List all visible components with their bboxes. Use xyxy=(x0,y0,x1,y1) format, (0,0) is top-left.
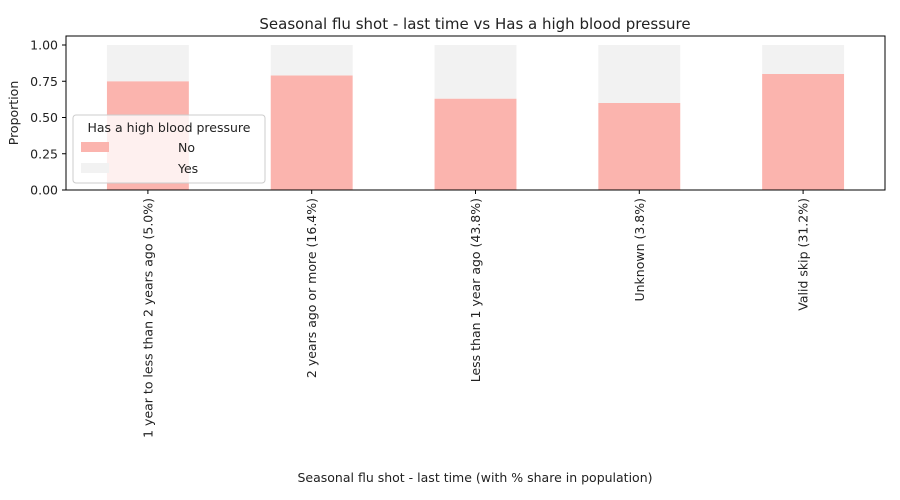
y-axis: 0.00 0.25 0.50 0.75 1.00 xyxy=(30,38,66,198)
bar-yes-2 xyxy=(270,45,353,76)
y-tick-label: 0.25 xyxy=(30,146,58,161)
y-tick-label: 0.00 xyxy=(30,183,58,198)
x-tick-label: Unknown (3.8%) xyxy=(632,198,647,302)
bars-layer xyxy=(106,45,845,190)
legend-box xyxy=(72,114,266,184)
y-axis-title: Proportion xyxy=(6,81,21,146)
bar-no-2 xyxy=(270,75,353,190)
y-tick-label: 0.50 xyxy=(30,110,58,125)
chart-title: Seasonal flu shot - last time vs Has a h… xyxy=(259,15,690,33)
bar-no-3 xyxy=(434,98,517,190)
bar-no-4 xyxy=(598,103,681,190)
x-tick-label: 1 year to less than 2 years ago (5.0%) xyxy=(140,198,155,438)
y-tick-label: 1.00 xyxy=(30,38,58,53)
legend-swatch-yes xyxy=(81,163,109,173)
bar-yes-5 xyxy=(762,45,845,74)
y-tick-label: 0.75 xyxy=(30,74,58,89)
legend: Has a high blood pressure No Yes xyxy=(72,114,266,184)
legend-title: Has a high blood pressure xyxy=(87,120,250,135)
x-axis: 1 year to less than 2 years ago (5.0%) 2 … xyxy=(140,190,811,438)
x-tick-label: Less than 1 year ago (43.8%) xyxy=(468,198,483,382)
x-tick-label: Valid skip (31.2%) xyxy=(796,198,811,311)
bar-yes-3 xyxy=(434,45,517,99)
legend-label-yes: Yes xyxy=(177,161,198,176)
legend-swatch-no xyxy=(81,142,109,152)
legend-entries: No Yes xyxy=(81,140,198,176)
bar-yes-1 xyxy=(106,45,189,82)
bar-no-5 xyxy=(762,74,845,190)
legend-label-no: No xyxy=(178,140,195,155)
bar-yes-4 xyxy=(598,45,681,103)
x-tick-label: 2 years ago or more (16.4%) xyxy=(304,198,319,378)
x-axis-title: Seasonal flu shot - last time (with % sh… xyxy=(297,470,652,485)
